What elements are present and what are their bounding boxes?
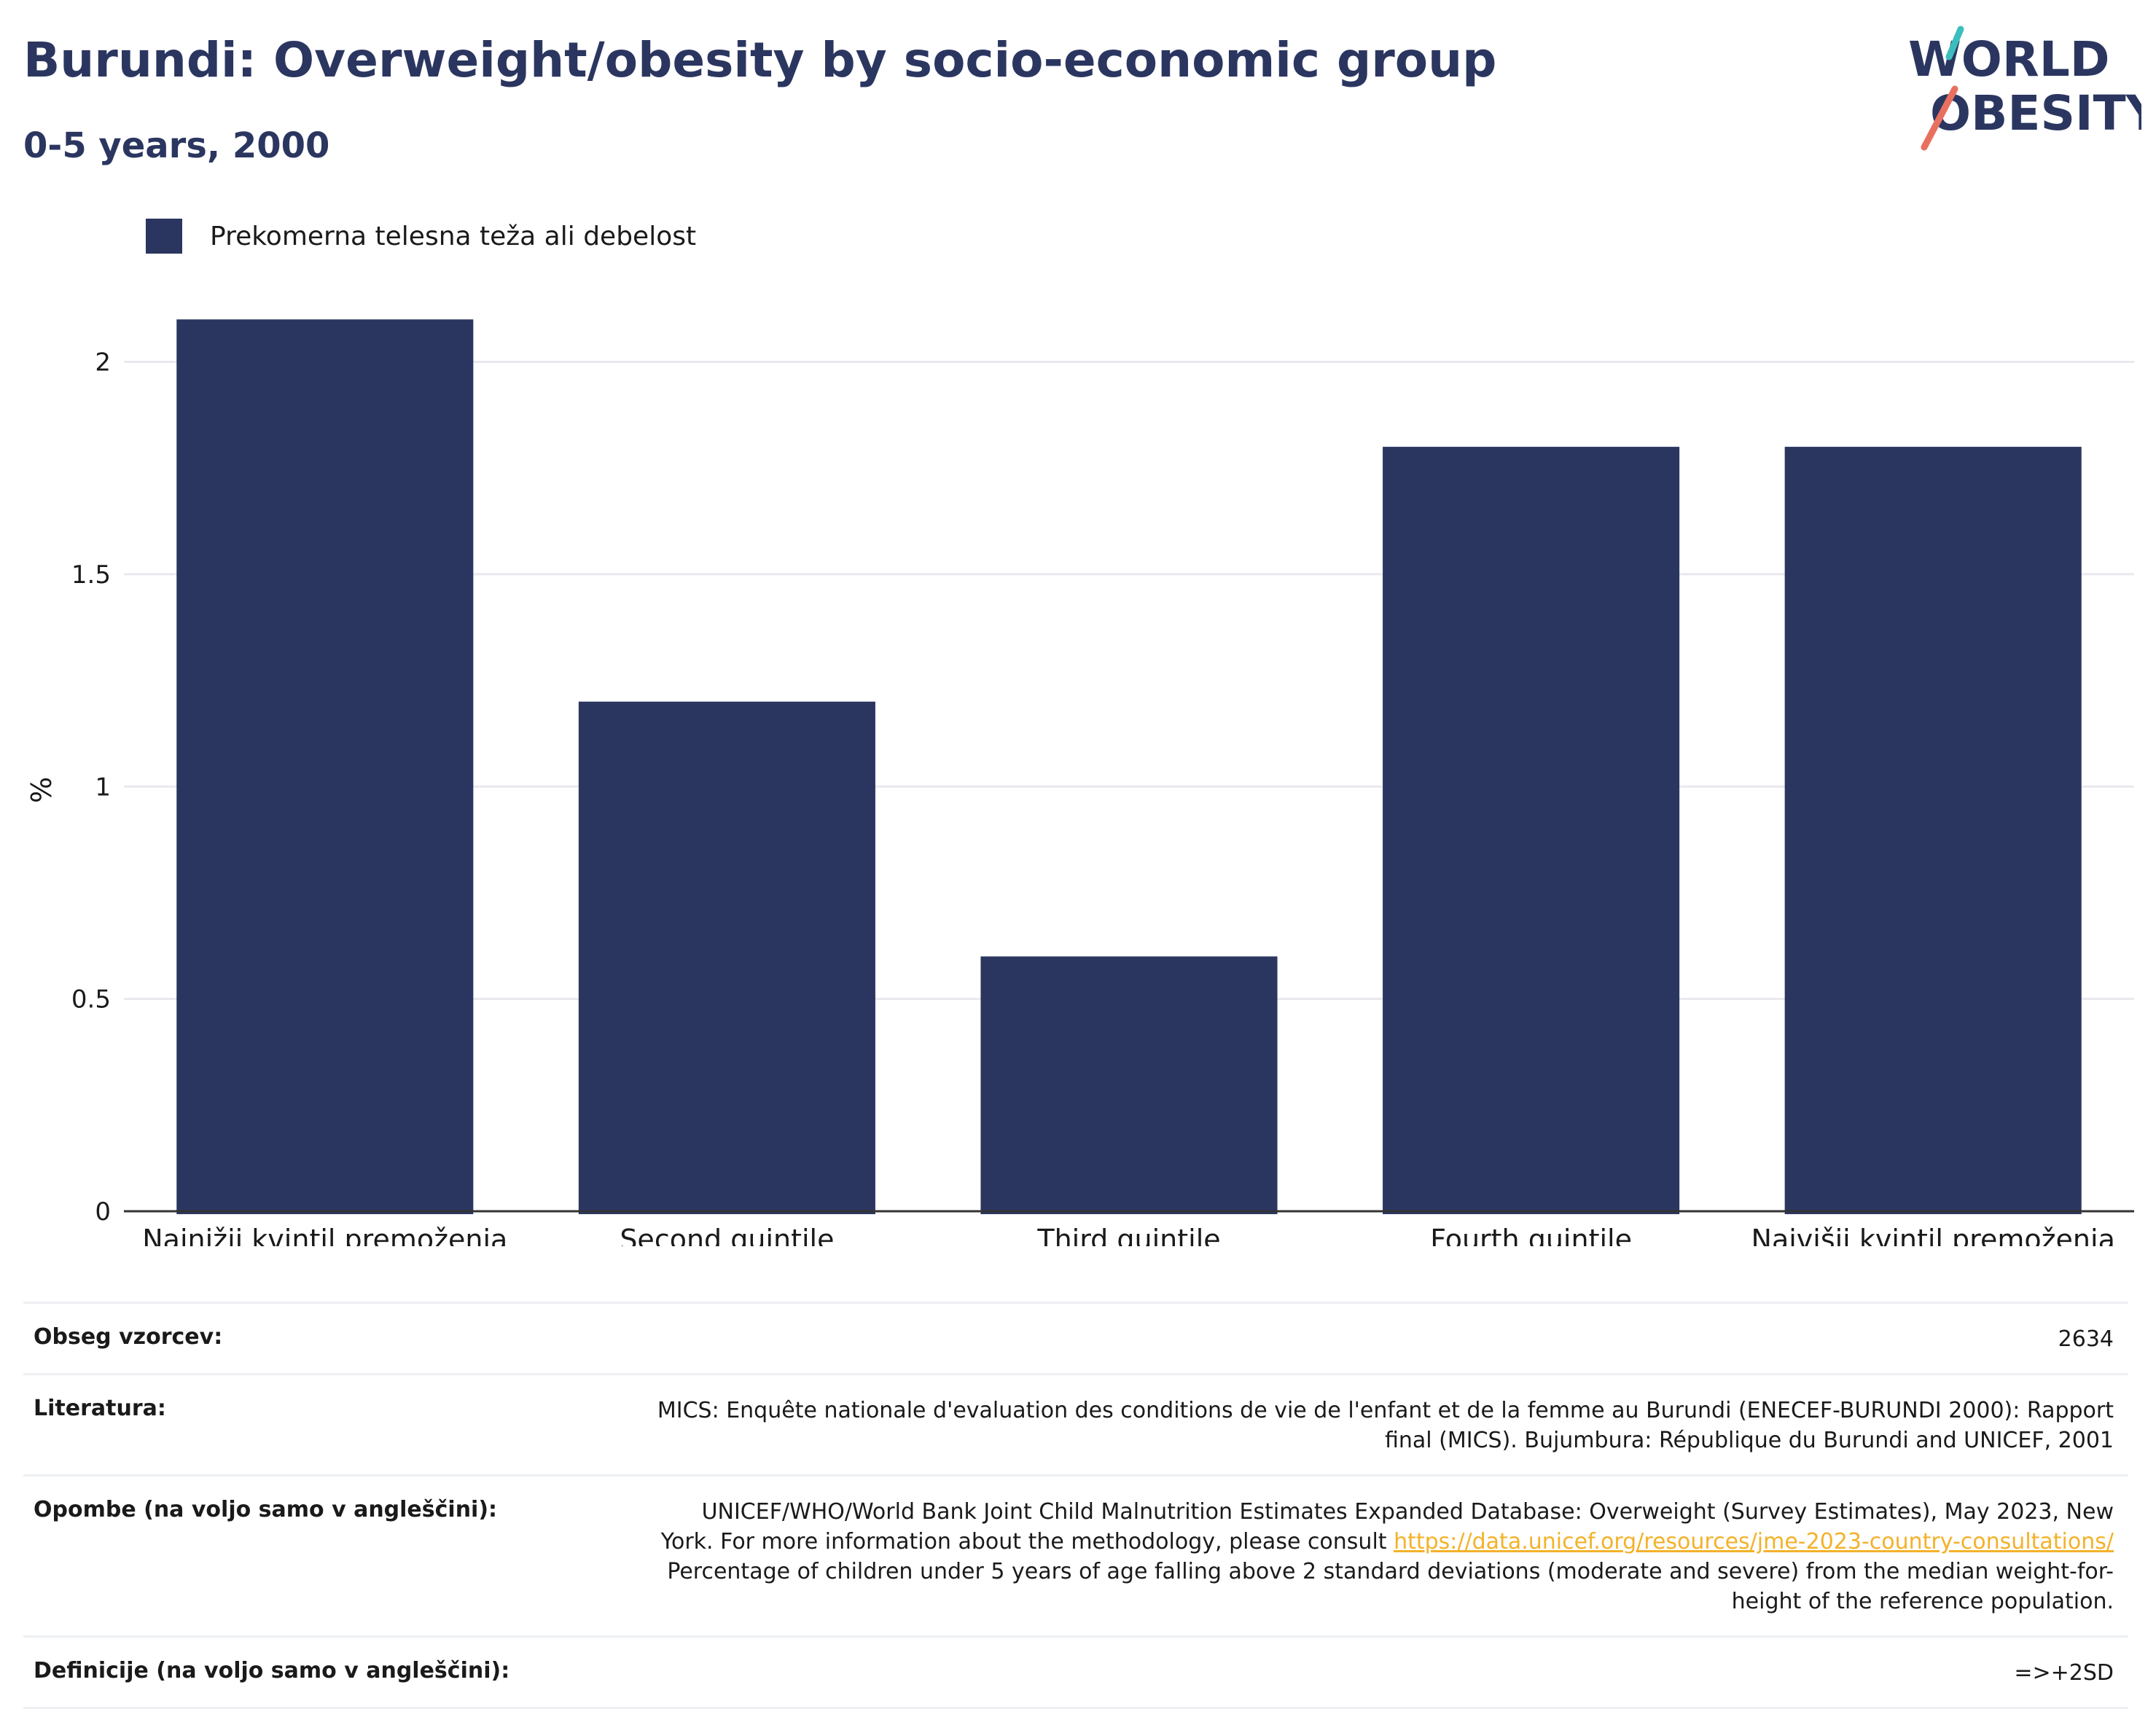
page-title: Burundi: Overweight/obesity by socio-eco… <box>23 32 1497 88</box>
y-tick-label: 0.5 <box>71 985 111 1014</box>
chart-legend[interactable]: Prekomerna telesna teža ali debelost <box>146 217 696 255</box>
info-key: Opombe (na voljo samo v angleščini): <box>34 1497 498 1522</box>
info-value: UNICEF/WHO/World Bank Joint Child Malnut… <box>660 1499 2114 1614</box>
info-value: 2634 <box>2058 1326 2114 1352</box>
x-tick-label: Fourth quintile <box>1430 1224 1632 1246</box>
world-obesity-logo: WORLD OBESITY <box>1908 23 2156 155</box>
y-tick-label: 1.5 <box>71 560 111 590</box>
logo-word-obesity: OBESITY <box>1930 85 2141 141</box>
y-tick-label: 0 <box>95 1197 111 1227</box>
bar[interactable] <box>578 701 875 1214</box>
x-tick-label: Second quintile <box>620 1224 834 1246</box>
legend-label: Prekomerna telesna teža ali debelost <box>210 221 697 251</box>
info-row: Definicije (na voljo samo v angleščini):… <box>23 1635 2128 1709</box>
x-tick-label: Najnižji kvintil premoženja <box>142 1224 507 1246</box>
x-tick-label: Third quintile <box>1036 1224 1220 1246</box>
legend-swatch <box>146 219 182 254</box>
bar[interactable] <box>1784 447 2082 1214</box>
bar[interactable] <box>980 956 1278 1214</box>
bar-chart: 0 0.5 1 1.5 2% Najnižji kvintil premoženja Sec… <box>26 319 2134 1246</box>
info-row: Literatura: MICS: Enquête nationale d'eva… <box>23 1373 2128 1474</box>
info-value: MICS: Enquête nationale d'evaluation des… <box>657 1398 2114 1453</box>
info-key: Definicije (na voljo samo v angleščini): <box>34 1658 510 1683</box>
info-key: Obseg vzorcev: <box>34 1324 223 1350</box>
logo-word-world: WORLD <box>1908 31 2110 87</box>
methodology-link[interactable]: https://data.unicef.org/resources/jme-20… <box>1394 1529 2114 1554</box>
logo-teal-stroke <box>1945 26 1964 60</box>
info-table: Obseg vzorcev: 2634 Literatura: MICS: Enquê… <box>23 1302 2128 1709</box>
y-tick-label: 1 <box>95 773 111 802</box>
info-row: Opombe (na voljo samo v angleščini): UNIC… <box>23 1474 2128 1635</box>
info-row: Obseg vzorcev: 2634 <box>23 1302 2128 1373</box>
world-obesity-logo-icon: WORLD OBESITY <box>1908 26 2156 151</box>
bar[interactable] <box>176 319 474 1215</box>
x-tick-label: Najvišji kvintil premoženja <box>1751 1224 2115 1246</box>
y-axis-label: % <box>26 777 58 803</box>
info-key: Literatura: <box>34 1396 166 1421</box>
page-subtitle: 0-5 years, 2000 <box>23 125 330 166</box>
bar[interactable] <box>1383 447 1680 1214</box>
y-tick-label: 2 <box>95 348 111 378</box>
logo-coral-stroke <box>1921 85 1958 151</box>
info-value: =>+2SD <box>2014 1660 2114 1686</box>
